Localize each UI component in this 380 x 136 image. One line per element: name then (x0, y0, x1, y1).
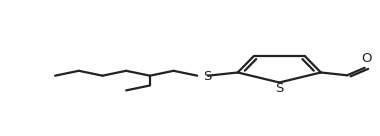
Text: O: O (361, 52, 371, 65)
Text: S: S (203, 70, 211, 83)
Text: S: S (275, 82, 283, 95)
